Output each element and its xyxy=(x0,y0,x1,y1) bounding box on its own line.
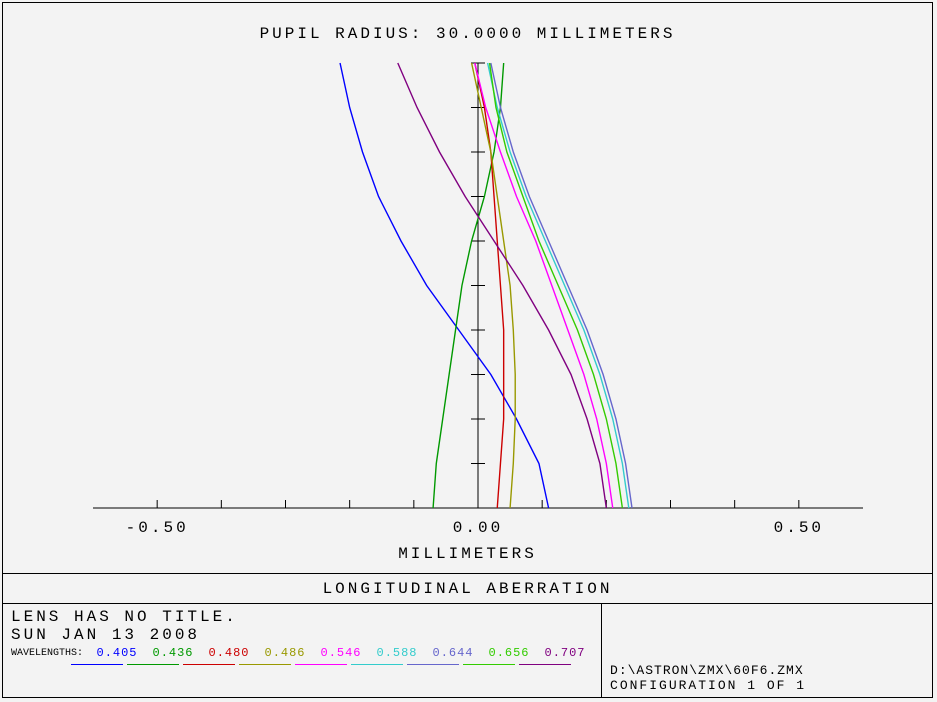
wavelength-value: 0.707 xyxy=(537,646,593,660)
legend-segment xyxy=(293,660,349,670)
series-0.405 xyxy=(340,63,549,508)
wavelength-value: 0.546 xyxy=(313,646,369,660)
wavelength-value: 0.486 xyxy=(257,646,313,660)
info-left: LENS HAS NO TITLE. SUN JAN 13 2008 WAVEL… xyxy=(3,604,601,697)
legend-segment xyxy=(405,660,461,670)
svg-text:0.50: 0.50 xyxy=(774,519,824,537)
legend-lines xyxy=(69,660,593,672)
svg-text:0.00: 0.00 xyxy=(453,519,503,537)
window-frame: PUPIL RADIUS: 30.0000 MILLIMETERS -0.500… xyxy=(2,2,933,698)
legend-segment xyxy=(517,660,573,670)
legend-segment xyxy=(349,660,405,670)
lens-title: LENS HAS NO TITLE. xyxy=(11,608,593,626)
chart-title: LONGITUDINAL ABERRATION xyxy=(3,573,932,604)
config-label: CONFIGURATION 1 OF 1 xyxy=(610,678,924,693)
series-0.546 xyxy=(475,63,613,508)
x-axis-label: MILLIMETERS xyxy=(3,545,932,563)
date-label: SUN JAN 13 2008 xyxy=(11,626,593,644)
file-path: D:\ASTRON\ZMX\60F6.ZMX xyxy=(610,663,924,678)
plot-area: PUPIL RADIUS: 30.0000 MILLIMETERS -0.500… xyxy=(3,3,932,573)
legend-segment xyxy=(461,660,517,670)
wavelength-value: 0.644 xyxy=(425,646,481,660)
info-row: LENS HAS NO TITLE. SUN JAN 13 2008 WAVEL… xyxy=(3,603,932,697)
wavelengths-label: WAVELENGTHS: xyxy=(11,648,83,659)
chart-svg: -0.50 0.00 0.50 xyxy=(3,3,934,573)
legend-segment xyxy=(237,660,293,670)
wavelength-value: 0.588 xyxy=(369,646,425,660)
wavelength-value: 0.480 xyxy=(201,646,257,660)
wavelength-value: 0.436 xyxy=(145,646,201,660)
wavelengths-row: WAVELENGTHS: 0.4050.4360.4800.4860.5460.… xyxy=(11,646,593,660)
wavelength-value: 0.405 xyxy=(89,646,145,660)
legend-segment xyxy=(69,660,125,670)
legend-segment xyxy=(125,660,181,670)
info-right: D:\ASTRON\ZMX\60F6.ZMX CONFIGURATION 1 O… xyxy=(601,604,932,697)
legend-segment xyxy=(181,660,237,670)
svg-text:-0.50: -0.50 xyxy=(126,519,189,537)
wavelength-value: 0.656 xyxy=(481,646,537,660)
